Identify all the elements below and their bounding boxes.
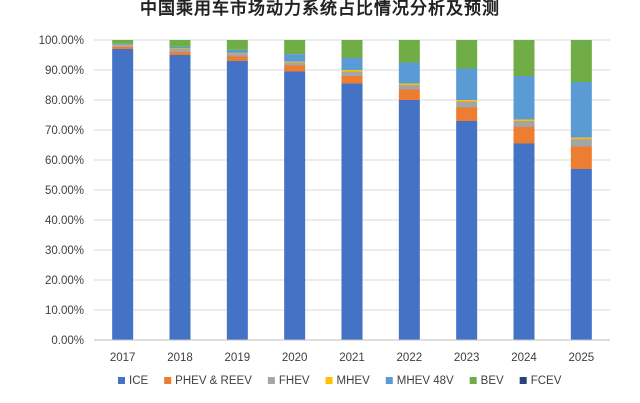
y-tick-label: 0.00% (51, 335, 84, 347)
y-tick-label: 100.00% (39, 35, 84, 47)
bar-segment (570, 137, 592, 139)
legend-label: PHEV & REEV (175, 375, 252, 387)
bar-segment (169, 52, 191, 55)
bar-segment (513, 143, 535, 340)
legend-swatch (325, 377, 333, 384)
bar-segment (112, 46, 134, 49)
bar-segment (226, 53, 248, 57)
legend-label: MHEV 48V (397, 375, 454, 387)
bar-segment (112, 43, 134, 45)
bar-segment (513, 76, 535, 120)
bar-segment (570, 82, 592, 138)
bar-segment (341, 76, 363, 84)
bar-segment (284, 61, 306, 63)
x-tick-label: 2021 (339, 352, 365, 364)
y-axis-ticks: 0.00% 10.00% 20.00% 30.00% 40.00% 50.00% 60.00… (39, 35, 84, 347)
legend-swatch (519, 377, 527, 384)
legend-swatch (118, 377, 125, 384)
bar-segment (398, 85, 420, 90)
y-tick-label: 70.00% (45, 125, 84, 137)
bar-segment (570, 139, 592, 147)
legend-swatch (267, 377, 275, 384)
legend-label: FCEV (531, 375, 562, 387)
bar-segment (513, 119, 535, 121)
chart-title: 中国乘用车市场动力系统占比情况分析及预测 (140, 0, 500, 19)
legend-label: ICE (129, 375, 149, 387)
y-tick-label: 60.00% (45, 155, 84, 167)
bar-segment (226, 52, 248, 54)
bar-segment (341, 40, 363, 58)
bar-segment (226, 49, 248, 53)
bar-segment (398, 40, 420, 63)
bar-segment (226, 61, 248, 340)
bar-segment (284, 65, 306, 72)
bar-segment (570, 40, 592, 82)
x-tick-label: 2022 (397, 352, 423, 364)
bar-segment (513, 121, 535, 127)
bar-segment (341, 58, 363, 70)
bar-segment (570, 146, 592, 169)
x-tick-label: 2025 (569, 352, 595, 364)
bar-segment (341, 71, 363, 76)
legend: ICE PHEV & REEV FHEV MHEV MHEV 48V BEV FCEV (118, 375, 562, 387)
x-tick-label: 2019 (225, 352, 251, 364)
bar-segment (398, 83, 420, 85)
x-tick-label: 2017 (110, 352, 136, 364)
bar-segment (398, 62, 420, 84)
bar-segment (112, 45, 134, 47)
y-tick-label: 20.00% (45, 275, 84, 287)
bar-segment (284, 40, 306, 55)
bar-segment (226, 40, 248, 50)
legend-swatch (385, 377, 393, 384)
bar-segment (513, 127, 535, 144)
legend-label: BEV (481, 375, 504, 387)
bar-segment (456, 107, 478, 121)
bar-segment (169, 48, 191, 49)
bar-segment (112, 49, 134, 340)
legend-swatch (469, 377, 477, 384)
bar-segment (284, 71, 306, 340)
bar-segment (169, 46, 191, 49)
bar-segment (284, 62, 306, 66)
bar-segment (398, 100, 420, 340)
x-tick-label: 2024 (511, 352, 537, 364)
y-tick-label: 40.00% (45, 215, 84, 227)
y-tick-label: 30.00% (45, 245, 84, 257)
x-tick-label: 2018 (167, 352, 193, 364)
bar-segment (456, 121, 478, 340)
bar-segment (112, 40, 134, 44)
legend-label: FHEV (279, 375, 310, 387)
x-axis: 2017 2018 2019 2020 2021 2022 2023 2024 2025 (94, 339, 610, 364)
x-tick-label: 2020 (282, 352, 308, 364)
bar-segment (456, 68, 478, 100)
bar-segment (284, 54, 306, 62)
bar-segment (226, 56, 248, 61)
y-tick-label: 10.00% (45, 305, 84, 317)
bar-segment (513, 40, 535, 76)
bar-segment (341, 83, 363, 340)
bars-group (112, 40, 592, 340)
bar-segment (456, 101, 478, 108)
bar-segment (341, 70, 363, 72)
y-tick-label: 90.00% (45, 65, 84, 77)
bar-segment (570, 169, 592, 340)
x-tick-label: 2023 (454, 352, 480, 364)
bar-segment (169, 55, 191, 340)
bar-segment (169, 40, 191, 47)
bar-segment (398, 89, 420, 100)
bar-segment (169, 49, 191, 52)
bar-segment (456, 100, 478, 102)
legend-swatch (164, 377, 172, 384)
legend-label: MHEV (337, 375, 371, 387)
y-tick-label: 50.00% (45, 185, 84, 197)
y-tick-label: 80.00% (45, 95, 84, 107)
bar-segment (456, 40, 478, 69)
